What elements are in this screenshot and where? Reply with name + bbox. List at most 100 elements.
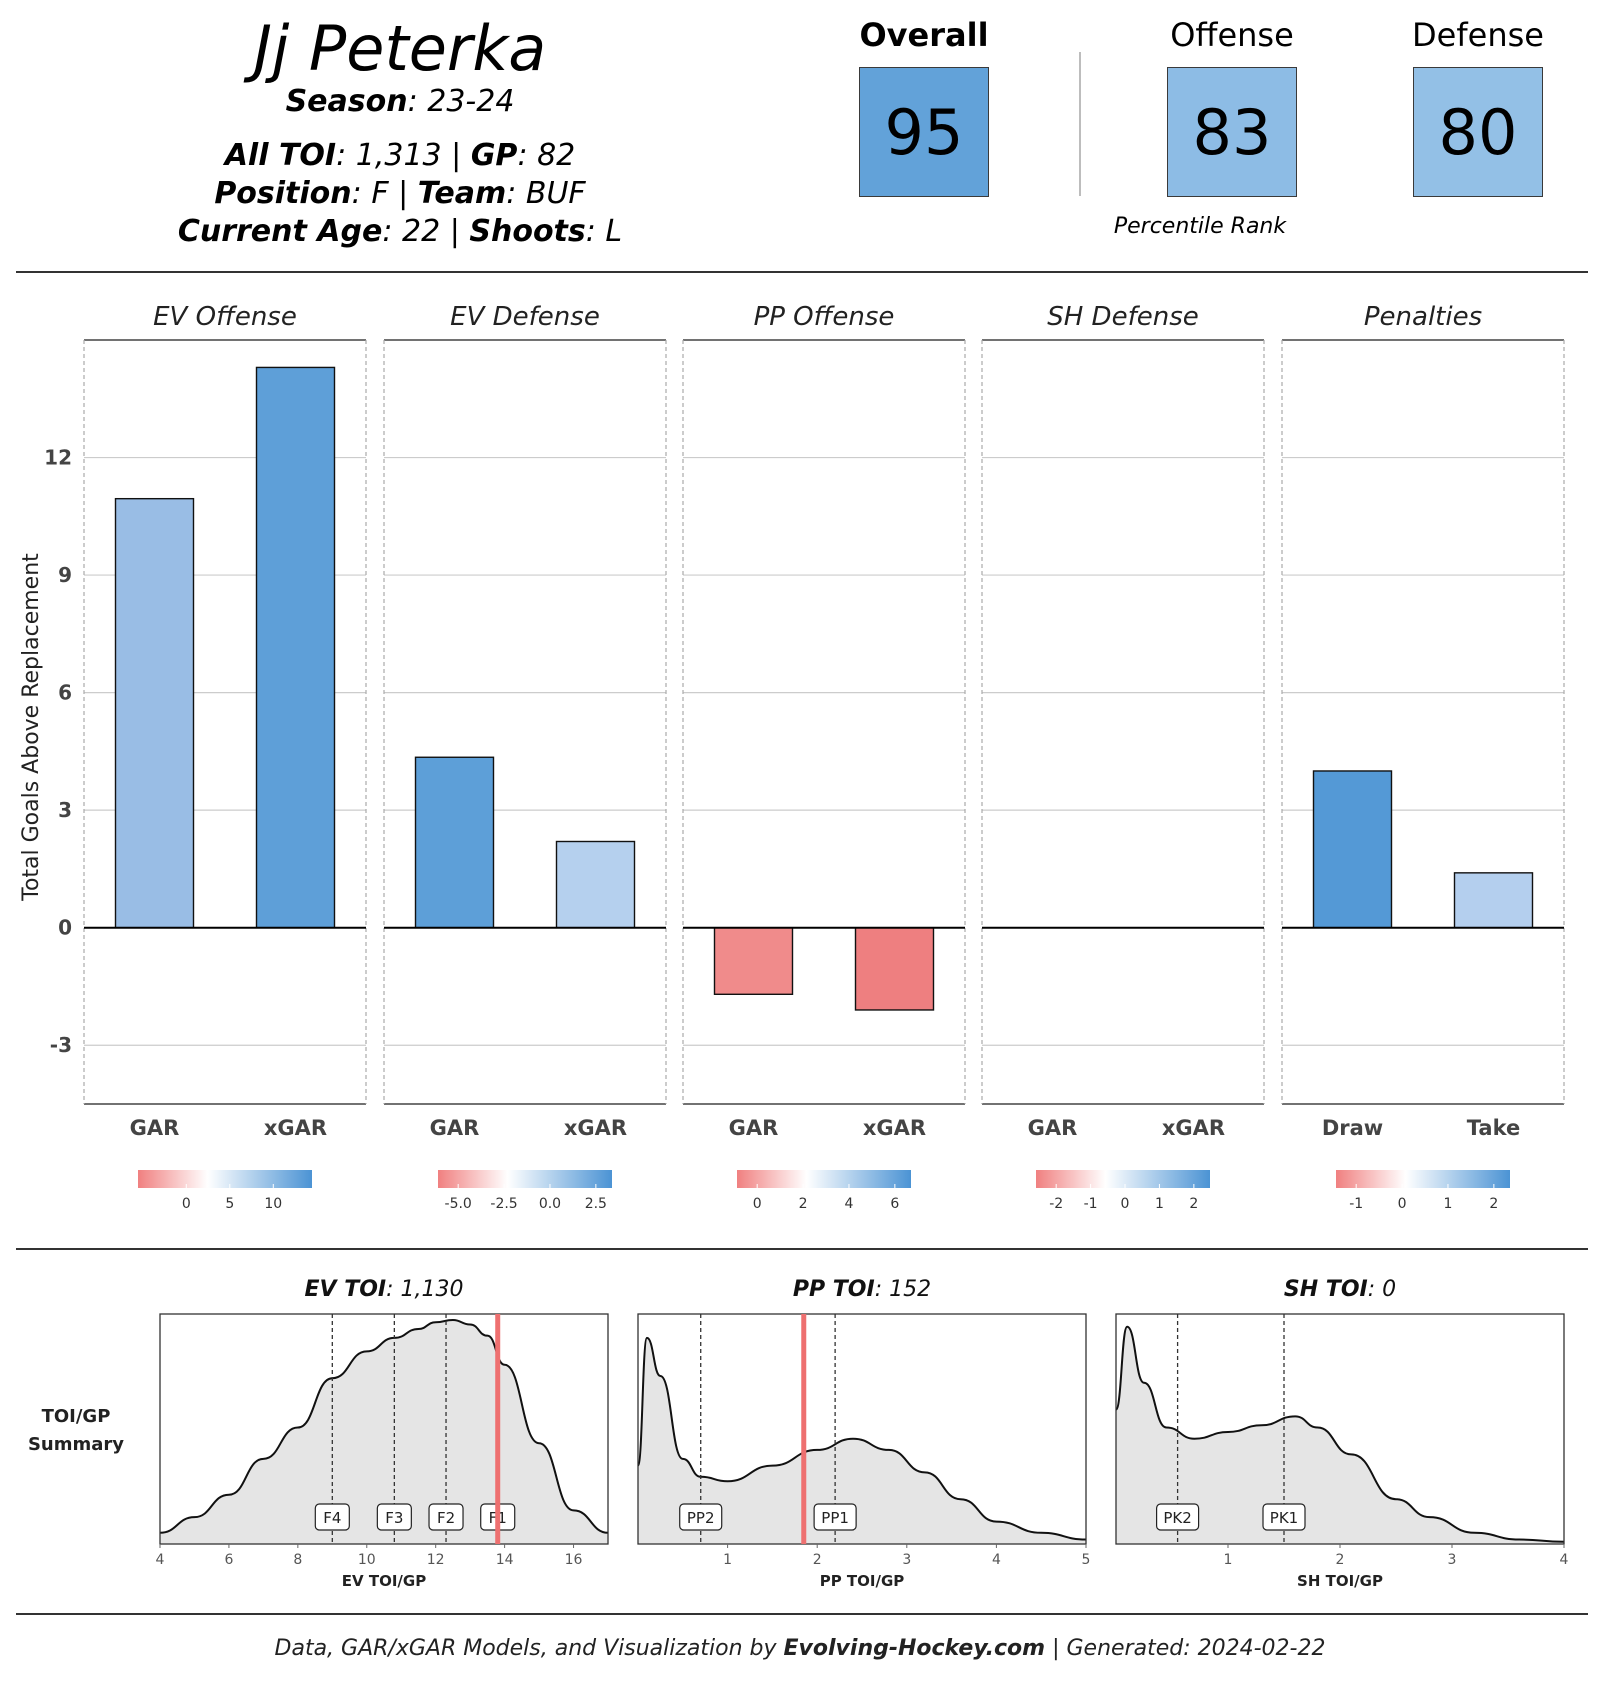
toi-title-label: SH TOI — [1284, 1277, 1368, 1302]
legend-tick-label: -1 — [1349, 1196, 1363, 1212]
tier-label-box — [1155, 1503, 1200, 1531]
legend-tick-label: 6 — [890, 1196, 899, 1212]
bar — [1312, 770, 1393, 929]
position-label: Position — [214, 176, 352, 211]
season-label: Season — [285, 84, 408, 119]
color-legend-bar — [1336, 1170, 1510, 1188]
x-tick-label: 3 — [1448, 1552, 1457, 1568]
facet-title: PP Offense — [754, 302, 895, 332]
legend-tick-label: 0 — [1398, 1196, 1407, 1212]
tier-label: F4 — [323, 1509, 341, 1527]
legend-tick-label: 5 — [225, 1196, 234, 1212]
divider-middle — [16, 1248, 1588, 1250]
x-tick-label: 3 — [902, 1552, 911, 1568]
bar — [1453, 872, 1534, 929]
x-tick-label: 4 — [1560, 1552, 1569, 1568]
legend-tick-label: 2 — [1489, 1196, 1498, 1212]
legend-tick-label: 0.0 — [539, 1196, 561, 1212]
y-tick-label: 12 — [44, 446, 72, 470]
toi-title-label: EV TOI — [305, 1277, 387, 1302]
toi-summary-label-line1: TOI/GP — [42, 1406, 111, 1427]
x-tick-label: 12 — [427, 1552, 445, 1568]
age-shoots-line: Current Age: 22 | Shoots: L — [177, 214, 623, 249]
divider-bottom — [16, 1613, 1588, 1615]
legend-tick-label: 0 — [1121, 1196, 1130, 1212]
toi-value: 1,313 — [355, 138, 442, 173]
x-tick-label: xGAR — [1162, 1116, 1225, 1140]
x-axis-title: PP TOI/GP — [820, 1572, 905, 1590]
shoots-value: L — [605, 214, 623, 249]
tier-label-box — [376, 1503, 412, 1531]
offense-label: Offense — [1170, 16, 1294, 54]
percentile-rank-label: Percentile Rank — [1113, 214, 1287, 239]
toi-title-label: PP TOI — [793, 1277, 875, 1302]
color-legend-bar — [737, 1170, 911, 1188]
toi-panel-title: PP TOI: 152 — [793, 1277, 931, 1302]
x-tick-label: GAR — [430, 1116, 480, 1140]
toi-panel-title: EV TOI: 1,130 — [305, 1277, 464, 1302]
footer-generated-label: | Generated: — [1052, 1636, 1191, 1661]
x-tick-label: GAR — [130, 1116, 180, 1140]
bar — [114, 497, 195, 929]
x-tick-label: 8 — [293, 1552, 302, 1568]
x-axis-title: EV TOI/GP — [342, 1572, 426, 1590]
toi-panel-title: SH TOI: 0 — [1284, 1277, 1396, 1302]
tier-label: PP2 — [687, 1509, 715, 1527]
color-legend-bar — [138, 1170, 312, 1188]
tier-label: F2 — [437, 1509, 455, 1527]
x-tick-label: GAR — [729, 1116, 779, 1140]
legend-tick-label: 0 — [753, 1196, 762, 1212]
legend-tick-label: 2 — [1189, 1196, 1198, 1212]
x-tick-label: 10 — [358, 1552, 376, 1568]
tier-label: PP1 — [821, 1509, 849, 1527]
density-curve — [159, 1318, 609, 1534]
facet-title: EV Offense — [153, 302, 297, 332]
season-line: Season: 23-24 — [285, 84, 515, 119]
gp-value: 82 — [537, 138, 576, 173]
tier-label-box — [813, 1503, 857, 1531]
offense-rank-box: 83 — [1167, 67, 1297, 197]
toi-panel-frame — [159, 1313, 609, 1545]
facet-title: Penalties — [1364, 302, 1482, 332]
legend-tick-label: 1 — [1443, 1196, 1452, 1212]
color-legend-bar — [1036, 1170, 1210, 1188]
season-value: 23-24 — [427, 84, 515, 119]
toi-title-value: : 1,130 — [386, 1277, 463, 1302]
bar — [854, 926, 935, 1011]
age-value: 22 — [402, 214, 441, 249]
x-tick-label: 16 — [565, 1552, 583, 1568]
x-tick-label: 4 — [992, 1552, 1001, 1568]
tier-label-box — [428, 1503, 464, 1531]
tier-label-box — [1262, 1503, 1306, 1531]
toi-label: All TOI — [224, 138, 337, 173]
footer-site-link[interactable]: Evolving-Hockey.com — [783, 1636, 1046, 1661]
tier-label-box — [314, 1503, 350, 1531]
y-axis-title: Total Goals Above Replacement — [19, 553, 44, 902]
team-label: Team — [417, 176, 507, 211]
position-value: F — [371, 176, 389, 211]
player-name: Jj Peterka — [253, 12, 547, 85]
density-area — [1116, 1326, 1564, 1544]
x-tick-label: GAR — [1028, 1116, 1078, 1140]
y-tick-label: 9 — [58, 563, 72, 587]
tier-label: PK2 — [1163, 1509, 1191, 1527]
x-tick-label: 6 — [224, 1552, 233, 1568]
overall-rank-box: 95 — [859, 67, 989, 197]
legend-tick-label: 4 — [844, 1196, 853, 1212]
x-axis-title: SH TOI/GP — [1297, 1572, 1383, 1590]
legend-tick-label: 2 — [799, 1196, 808, 1212]
legend-tick-label: -1 — [1084, 1196, 1098, 1212]
x-tick-label: Take — [1467, 1116, 1520, 1140]
legend-tick-label: -2.5 — [490, 1196, 517, 1212]
legend-tick-label: -2 — [1049, 1196, 1063, 1212]
y-tick-label: 6 — [58, 681, 72, 705]
density-area — [638, 1337, 1086, 1544]
tier-label: F3 — [385, 1509, 403, 1527]
y-tick-label: 0 — [58, 916, 72, 940]
rank-divider — [1079, 52, 1081, 196]
divider-top — [16, 271, 1588, 273]
footer-prefix: Data, GAR/xGAR Models, and Visualization… — [274, 1636, 777, 1661]
facet-title: SH Defense — [1047, 302, 1199, 332]
